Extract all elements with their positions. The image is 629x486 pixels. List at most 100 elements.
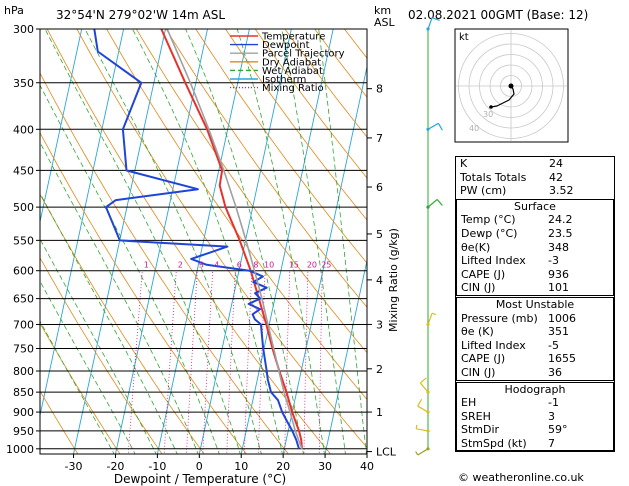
wind-barb-base [426, 390, 430, 394]
index-label: Dewp (°C) [461, 226, 518, 240]
wind-barb-base [426, 27, 430, 31]
wind-barb [427, 312, 433, 325]
index-value: 23.5 [548, 226, 573, 240]
index-label: StmSpd (kt) [461, 436, 527, 450]
wet-adiabat-line [40, 141, 199, 454]
dry-adiabat-line [225, 29, 367, 221]
index-label: SREH [461, 409, 491, 423]
index-row: StmSpd (kt) 7 [457, 437, 613, 451]
wind-barb-flag [436, 199, 443, 206]
index-row: Totals Totals 42 [456, 171, 614, 185]
height-tick-label: 5 [376, 228, 383, 241]
wet-adiabat-line [44, 29, 241, 454]
wind-barb-base [426, 447, 430, 451]
mixing-ratio-label: 4 [214, 261, 219, 270]
legend-label: Wet Adiabat [262, 66, 323, 77]
index-row: CAPE (J) 936 [457, 268, 613, 282]
surface-section: Surface Temp (°C) 24.2 Dewp (°C) 23.5 θe(K) 3… [456, 198, 614, 296]
wind-barb [427, 122, 439, 130]
index-row: K 24 [456, 157, 614, 171]
mixing-ratio-label: 15 [289, 261, 299, 270]
asl-unit-label: ASL [374, 16, 396, 29]
index-row: Lifted Index -3 [457, 254, 613, 268]
index-value: 351 [548, 325, 569, 339]
index-value: 1655 [548, 352, 576, 366]
pressure-tick-label: 550 [13, 234, 34, 247]
diagram-background-lines [40, 29, 367, 454]
index-row: θe(K) 348 [457, 241, 613, 255]
location-title: 32°54'N 279°02'W 14m ASL [56, 8, 225, 22]
hodograph-indices-title: Hodograph [504, 382, 566, 396]
wind-barb-base [426, 410, 430, 414]
index-row: Lifted Index -5 [457, 339, 613, 353]
hodograph-indices-section: Hodograph EH -1 SREH 3 StmDir 59° StmSpd (kt) 7 [456, 381, 614, 452]
wind-barb [427, 17, 433, 30]
index-label: K [460, 157, 468, 170]
hodograph-unit-label: kt [459, 32, 469, 43]
pressure-tick-label: 700 [13, 318, 34, 331]
hodograph-ring-label: 40 [469, 124, 479, 133]
parcel-trajectory-line [166, 29, 303, 450]
pressure-tick-label: 650 [13, 293, 34, 306]
index-label: Lifted Index [461, 254, 526, 268]
pressure-tick-label: 600 [13, 265, 34, 278]
mixing-ratio-label: 2 [178, 261, 183, 270]
index-value: 59° [548, 423, 568, 437]
sounding-profiles [93, 29, 303, 450]
index-row: EH -1 [457, 396, 613, 410]
most-unstable-title: Most Unstable [495, 297, 575, 311]
wet-adiabat-line [84, 29, 262, 454]
index-label: CIN (J) [461, 281, 496, 295]
index-row: SREH 3 [457, 410, 613, 424]
dry-adiabat-line [135, 29, 367, 354]
indices-table: K 24 Totals Totals 42 PW (cm) 3.52 Surface Te… [455, 156, 615, 453]
height-tick-label: 3 [376, 318, 383, 331]
index-label: θe (K) [461, 325, 494, 339]
most-unstable-section: Most Unstable Pressure (mb) 1006 θe (K) 351… [456, 296, 614, 381]
index-value: 1006 [548, 311, 576, 325]
dry-adiabat-line [165, 29, 367, 308]
pressure-tick-label: 450 [13, 164, 34, 177]
pressure-tick-label: 1000 [6, 443, 34, 456]
mixing-ratio-axis-label: Mixing Ratio (g/kg) [387, 228, 400, 332]
temperature-line [160, 29, 303, 449]
index-value: -3 [548, 254, 559, 268]
wind-barb [416, 428, 429, 432]
wind-barb-flag [419, 377, 427, 384]
legend-label: Parcel Trajectory [262, 49, 345, 60]
temperature-tick-label: -30 [65, 460, 83, 473]
index-value: 3.52 [549, 184, 574, 198]
isotherm-line [40, 29, 125, 418]
index-label: Totals Totals [460, 170, 527, 184]
temperature-tick-label: 40 [360, 460, 374, 473]
index-value: 348 [548, 240, 569, 254]
index-value: -1 [548, 396, 559, 410]
index-label: θe(K) [461, 240, 491, 254]
index-value: 24 [549, 157, 563, 170]
wind-barb-base [426, 429, 430, 433]
indices-top-section: K 24 Totals Totals 42 PW (cm) 3.52 [456, 157, 614, 198]
hodograph-origin [508, 83, 514, 89]
temperature-tick-label: -20 [106, 460, 124, 473]
mixing-ratio-label: 1 [144, 261, 149, 270]
legend-label: Temperature [261, 32, 325, 43]
wind-barb-base [426, 322, 430, 327]
isotherm-line [282, 64, 367, 454]
pressure-tick-label: 950 [13, 425, 34, 438]
index-row: CIN (J) 36 [457, 366, 613, 380]
index-label: CIN (J) [461, 365, 496, 379]
height-tick-label: LCL [376, 446, 397, 459]
hodograph-trace [490, 85, 515, 108]
wind-barb-flag [415, 451, 419, 456]
height-tick-label: 6 [376, 181, 383, 194]
index-row: Temp (°C) 24.2 [457, 213, 613, 227]
wind-barb [417, 405, 429, 413]
dry-adiabat-line [254, 29, 367, 179]
index-row: StmDir 59° [457, 423, 613, 437]
index-value: 36 [548, 365, 562, 379]
wind-barb [427, 198, 438, 208]
wind-barb-base [426, 205, 430, 209]
index-label: Temp (°C) [461, 213, 516, 227]
height-tick-label: 4 [376, 274, 383, 287]
